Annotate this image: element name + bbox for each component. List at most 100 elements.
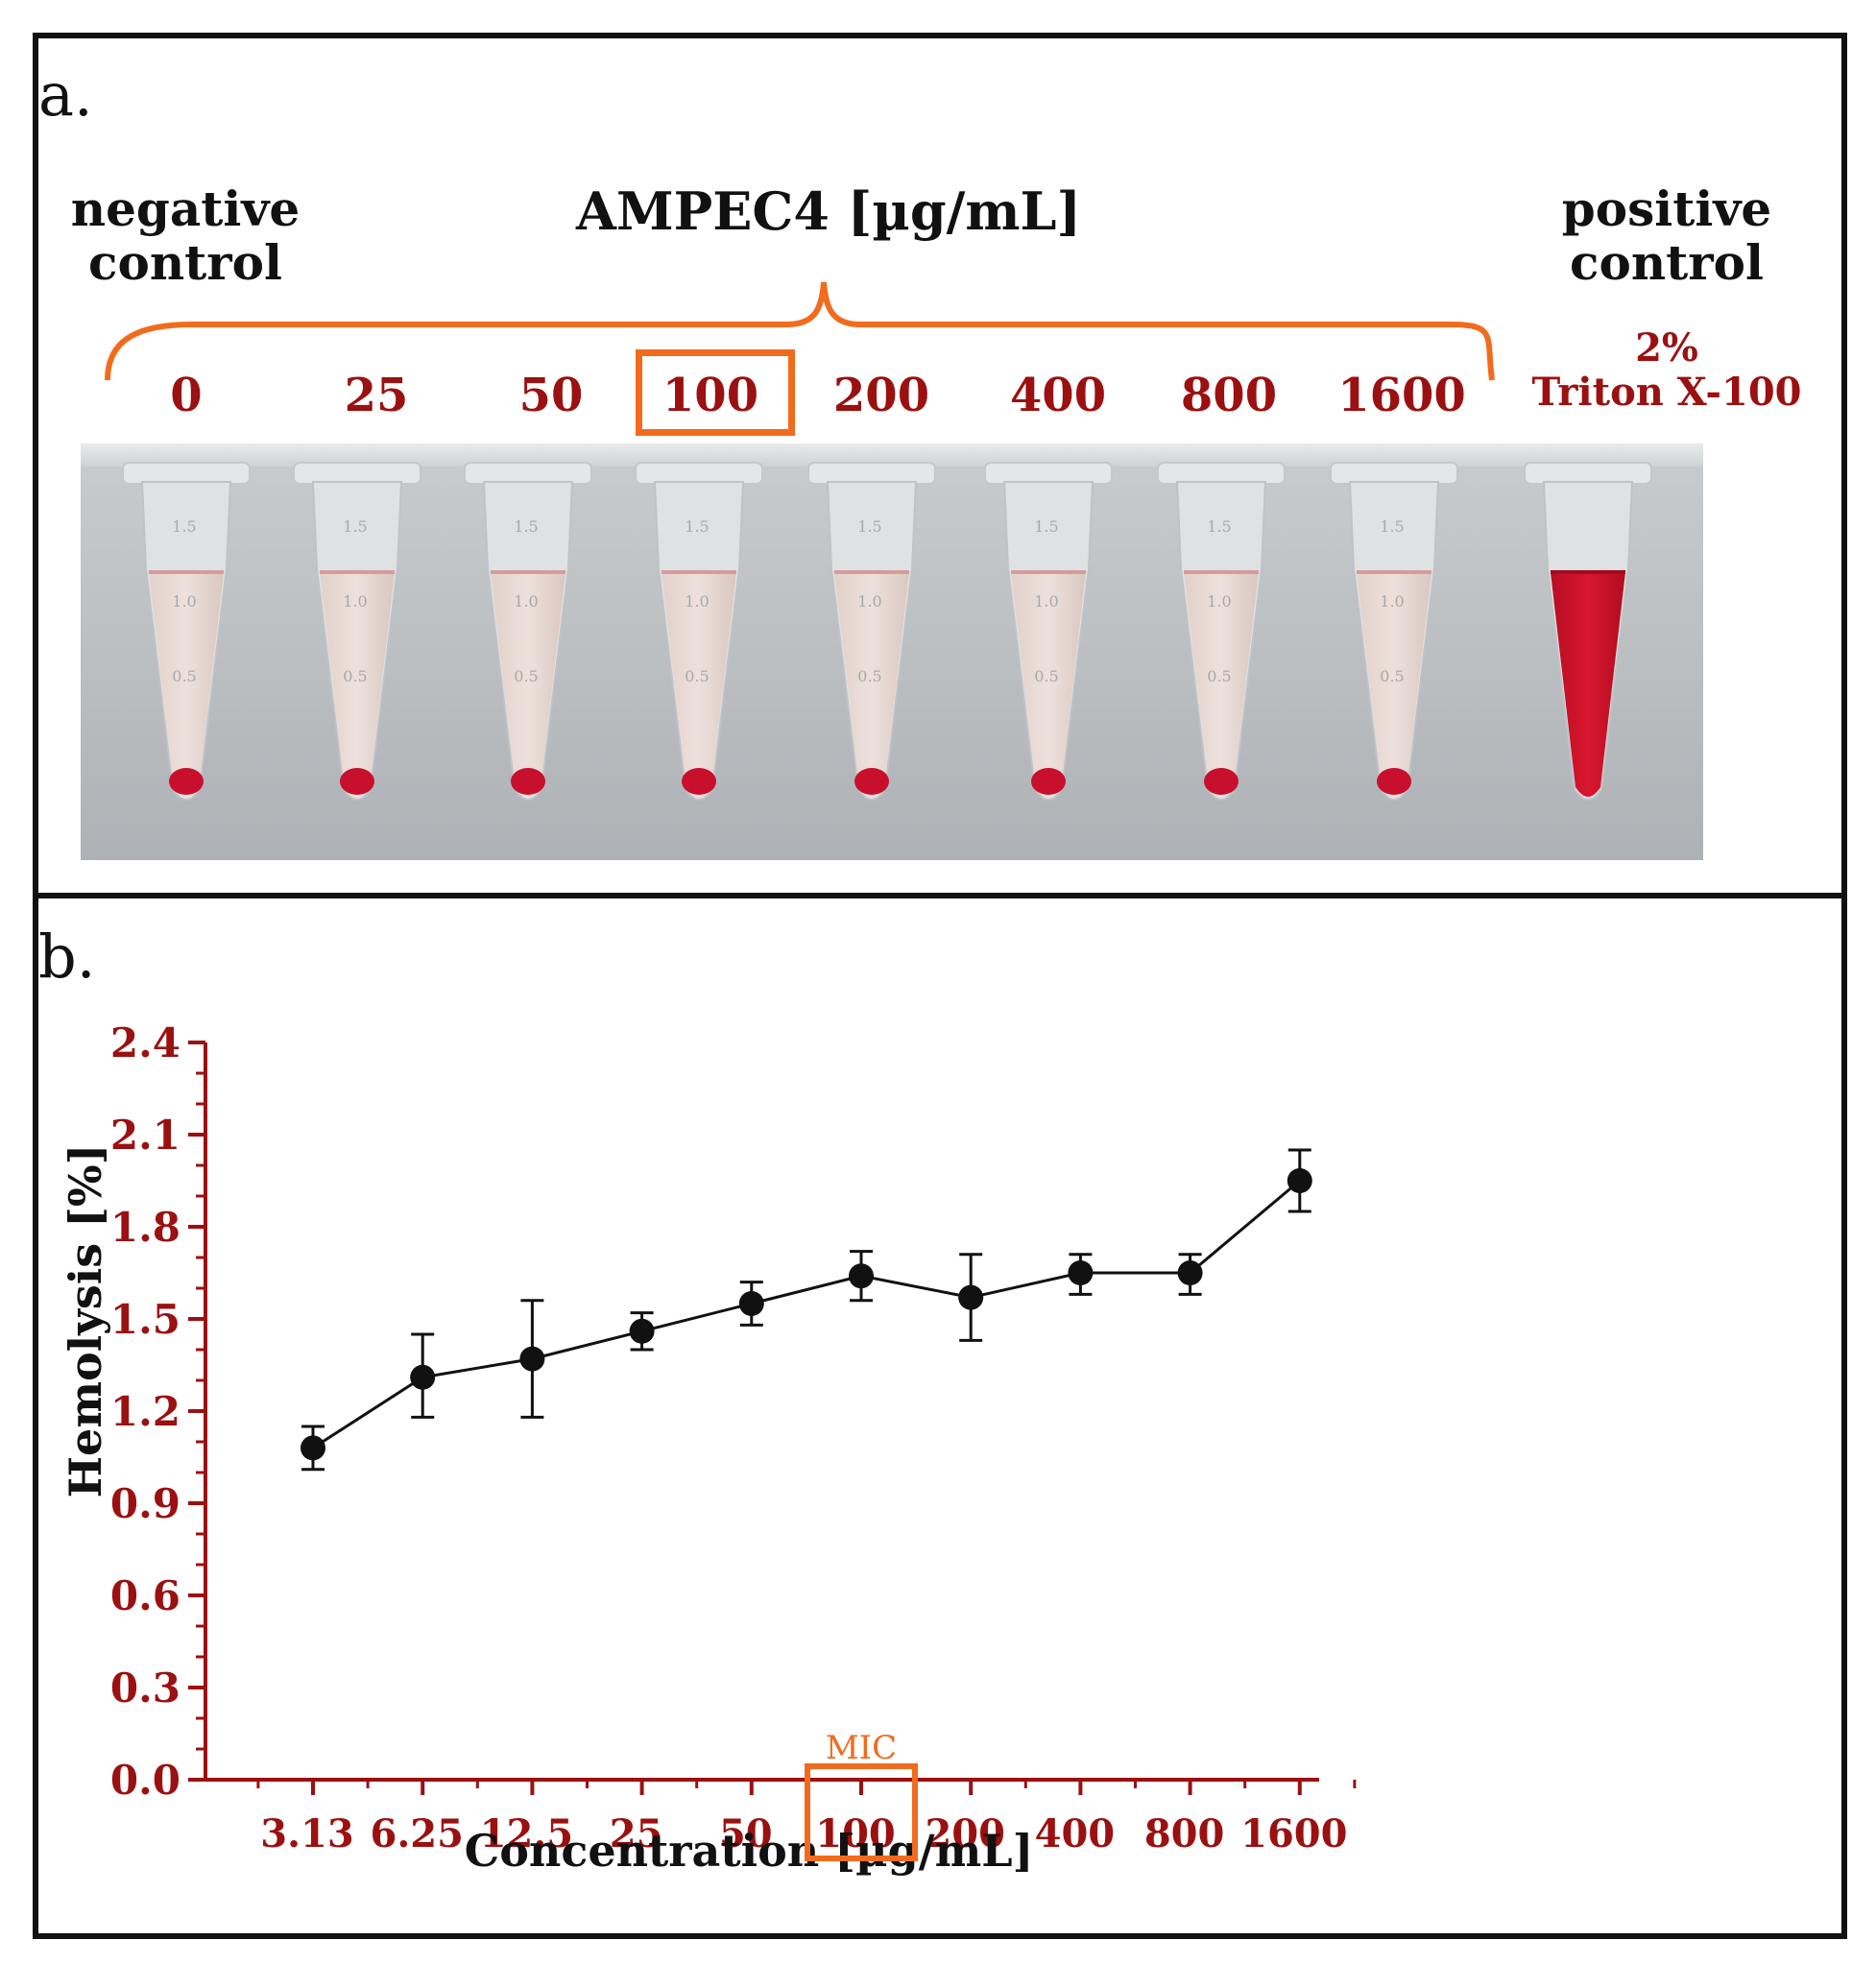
tube-scale-mark: 1.0	[1380, 592, 1404, 611]
rbc-pellet	[511, 768, 545, 795]
data-point-6.25	[410, 1364, 436, 1390]
tube-cap	[1524, 462, 1652, 485]
tube-scale-mark: 1.0	[1207, 592, 1231, 611]
tube-cap	[122, 462, 251, 485]
positive-control-label: positive control	[1523, 182, 1811, 290]
highlight-box-100	[636, 349, 795, 436]
supernatant	[1184, 572, 1259, 797]
hemolysis-chart: 0.0 0.3 0.6 0.9 1.2 1.5 1.8 2.1 2.4 3.13 6.25 12.5…	[60, 1019, 1357, 1877]
tube-scale-mark: 1.0	[857, 592, 881, 611]
tube-scale-mark: 0.5	[1207, 667, 1231, 685]
supernatant	[149, 572, 224, 797]
rbc-pellet	[682, 768, 716, 795]
tube-scale-mark: 1.0	[172, 592, 196, 611]
y-tick-label: 2.4	[110, 1019, 180, 1066]
group-brace	[105, 281, 1495, 381]
concentration-label-25: 25	[344, 369, 409, 422]
data-point-800	[1177, 1260, 1203, 1285]
negative-control-line2: control	[88, 234, 282, 291]
tube-cap	[1330, 462, 1458, 485]
y-tick-label: 1.8	[110, 1204, 180, 1251]
rbc-pellet	[1204, 768, 1239, 795]
tube-cap	[464, 462, 592, 485]
x-tick-label-12.5: 12.5	[480, 1811, 573, 1856]
rbc-pellet	[854, 768, 889, 795]
mic-annotation: MIC	[805, 1729, 918, 1861]
tubes-group: 1.5 1.0 0.5 1.5 1.0 0.5 1.5 1.0 0.5 1.5 1.0 0.5 1.5 1…	[122, 462, 1652, 801]
data-point-100	[849, 1263, 874, 1289]
panel-a-label: a.	[38, 60, 93, 130]
tube-100: 1.5 1.0 0.5	[635, 462, 763, 801]
data-point-400	[1068, 1260, 1094, 1285]
y-tick-label: 2.1	[110, 1112, 180, 1159]
data-point-1600	[1287, 1168, 1312, 1193]
tube-scale-mark: 1.5	[1034, 517, 1058, 536]
x-tick-label-400: 400	[1035, 1811, 1116, 1856]
group-title: AMPEC4 [µg/mL]	[576, 180, 1081, 242]
positive-control-line1: positive	[1561, 180, 1772, 237]
supernatant	[834, 572, 909, 797]
x-tick-label-200: 200	[925, 1811, 1005, 1856]
y-axis-title: Hemolysis [%]	[60, 1144, 111, 1498]
x-tick-label-1600: 1600	[1240, 1811, 1347, 1856]
concentration-label-50: 50	[518, 369, 584, 422]
rbc-pellet	[1031, 768, 1066, 795]
concentration-label-100: 100	[661, 369, 759, 422]
mic-box	[805, 1763, 918, 1861]
tube-scale-mark: 0.5	[1034, 667, 1058, 685]
tube-scale-mark: 0.5	[857, 667, 881, 685]
tube-scale-mark: 1.0	[343, 592, 367, 611]
tube-cap	[807, 462, 936, 485]
x-tick-label-3.13: 3.13	[260, 1811, 353, 1856]
rbc-pellet	[1377, 768, 1411, 795]
data-point-12.5	[519, 1346, 545, 1372]
panel-b-label: b.	[38, 922, 96, 992]
x-tick-label-50: 50	[719, 1811, 773, 1856]
y-tick-label: 0.3	[110, 1665, 180, 1712]
y-tick-label: 0.0	[110, 1757, 180, 1804]
tube-scale-mark: 1.5	[1380, 517, 1404, 536]
concentration-label-800: 800	[1180, 369, 1278, 422]
positive-control-line2: control	[1570, 234, 1764, 291]
rbc-pellet	[340, 768, 374, 795]
y-tick-label: 0.9	[110, 1480, 180, 1527]
brace-path	[105, 281, 1495, 381]
x-tick-label-100: 100	[815, 1811, 896, 1856]
tube-scale-mark: 1.5	[514, 517, 538, 536]
tube-400: 1.5 1.0 0.5	[984, 462, 1113, 801]
data-point-200	[958, 1284, 984, 1310]
concentration-label-1600: 1600	[1337, 369, 1466, 422]
x-tick-label-6.25: 6.25	[370, 1811, 463, 1856]
tube-scale-mark: 1.5	[685, 517, 709, 536]
tube-scale-mark: 1.5	[172, 517, 196, 536]
y-axis: 0.0 0.3 0.6 0.9 1.2 1.5 1.8 2.1 2.4	[110, 1019, 207, 1804]
tube-scale-mark: 1.5	[1207, 517, 1231, 536]
tube-scale-mark: 0.5	[685, 667, 709, 685]
data-point-50	[738, 1291, 764, 1316]
tube-cap	[1157, 462, 1286, 485]
tube-50: 1.5 1.0 0.5	[464, 462, 592, 801]
tube-scale-mark: 0.5	[343, 667, 367, 685]
tube-200: 1.5 1.0 0.5	[807, 462, 936, 801]
tube-scale-mark: 0.5	[514, 667, 538, 685]
series-line	[312, 1179, 1301, 1449]
lysed-blood	[1551, 572, 1625, 797]
x-axis: 3.13 6.25 12.5 25 50 100 200 400 800 1600	[205, 1778, 1357, 1856]
tube-scale-mark: 1.5	[343, 517, 367, 536]
tube-cap	[984, 462, 1113, 485]
tube-scale-mark: 1.0	[685, 592, 709, 611]
supernatant	[1011, 572, 1086, 797]
concentration-label-200: 200	[832, 369, 930, 422]
supernatant	[320, 572, 395, 797]
negative-control-label: negative control	[65, 182, 305, 290]
series-hemolysis	[301, 1148, 1312, 1472]
x-axis-title: Concentration [µg/mL]	[465, 1825, 1034, 1877]
tube-1600: 1.5 1.0 0.5	[1330, 462, 1458, 801]
triton-percent: 2%	[1635, 325, 1698, 371]
panel-b: b. 0.0 0.3 0.6 0.9 1.2 1.5 1.8 2.1 2.4 3.13 6.25 1…	[33, 893, 1847, 1939]
rbc-pellet	[169, 768, 204, 795]
tube-25: 1.5 1.0 0.5	[293, 462, 421, 801]
tube-cap	[293, 462, 421, 485]
y-tick-label: 1.5	[110, 1296, 180, 1343]
negative-control-line1: negative	[70, 180, 301, 237]
